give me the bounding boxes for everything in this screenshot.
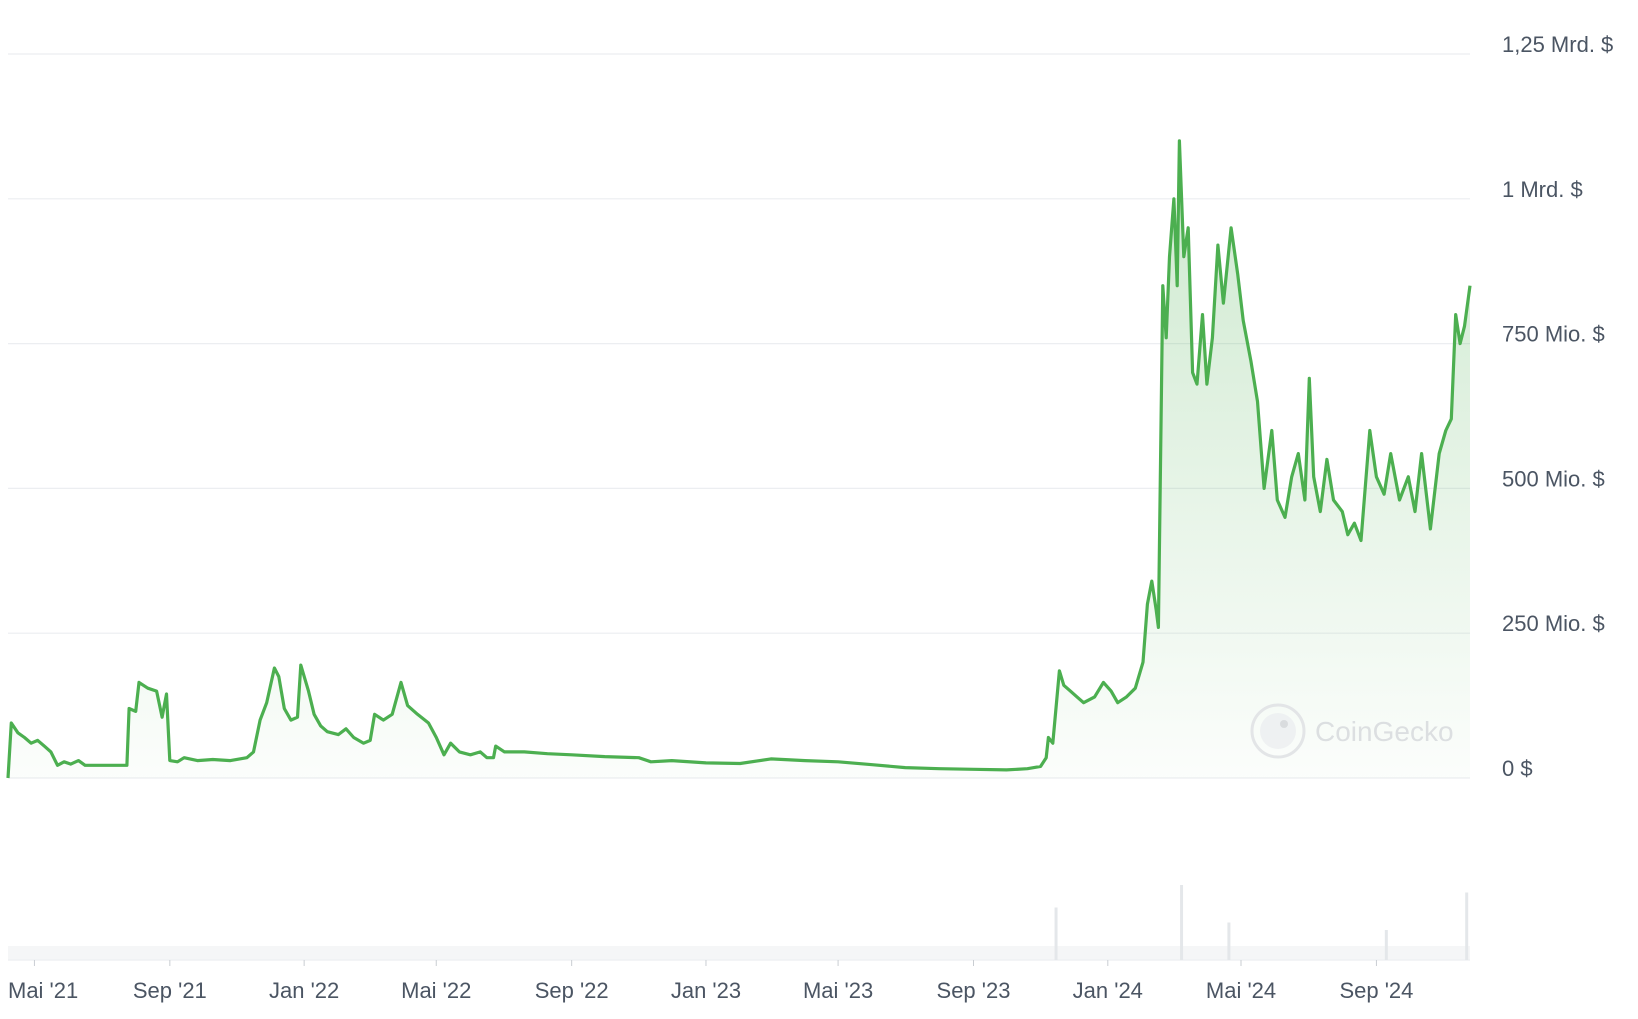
x-tick-label: Jan '24: [1073, 978, 1143, 1003]
y-tick-label: 250 Mio. $: [1502, 611, 1605, 636]
volume-bar: [1465, 892, 1469, 960]
x-tick-label: Sep '22: [535, 978, 609, 1003]
x-tick-label: Mai '22: [401, 978, 471, 1003]
y-tick-label: 500 Mio. $: [1502, 466, 1605, 491]
x-tick-label: Mai '21: [8, 978, 78, 1003]
y-axis: 0 $ 250 Mio. $ 500 Mio. $ 750 Mio. $ 1 Mrd. …: [1502, 32, 1613, 781]
x-tick-label: Sep '23: [937, 978, 1011, 1003]
x-tick-label: Sep '24: [1339, 978, 1413, 1003]
volume-bar: [1054, 907, 1058, 960]
x-tick-label: Sep '21: [133, 978, 207, 1003]
volume-base-band: [8, 946, 1470, 960]
volume-bars: [8, 885, 1470, 960]
x-tick-label: Jan '22: [269, 978, 339, 1003]
volume-bar: [1227, 922, 1231, 960]
y-tick-label: 1,25 Mrd. $: [1502, 32, 1613, 57]
x-tick-label: Mai '23: [803, 978, 873, 1003]
y-tick-label: 0 $: [1502, 756, 1533, 781]
x-axis: Mai '21 Sep '21 Jan '22 Mai '22 Sep '22 Jan '…: [8, 960, 1413, 1003]
x-tick-label: Jan '23: [671, 978, 741, 1003]
series-area: [8, 140, 1470, 778]
series-line: [6, 139, 1472, 779]
watermark-text: CoinGecko: [1315, 716, 1454, 747]
y-tick-label: 750 Mio. $: [1502, 322, 1605, 347]
x-tick-label: Mai '24: [1206, 978, 1276, 1003]
volume-bar: [1384, 930, 1388, 960]
y-tick-label: 1 Mrd. $: [1502, 177, 1583, 202]
coingecko-watermark: CoinGecko: [1250, 703, 1454, 759]
volume-bar: [1180, 885, 1184, 960]
gecko-logo-icon: [1250, 703, 1306, 759]
